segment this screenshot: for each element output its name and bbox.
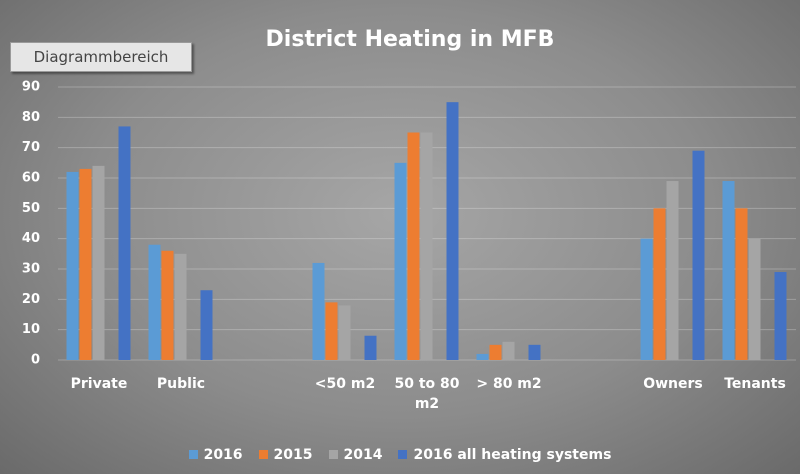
bar <box>722 181 735 360</box>
legend-item: 2014 <box>328 447 383 463</box>
y-tick-label: 10 <box>22 322 40 337</box>
bar <box>174 253 187 360</box>
x-tick-label: Public <box>156 376 206 392</box>
y-tick-label: 0 <box>31 353 40 368</box>
bar <box>489 344 502 360</box>
y-tick-label: 70 <box>22 140 40 155</box>
bar <box>692 150 705 360</box>
x-tick-label: <50 m2 <box>314 376 376 392</box>
bar <box>476 353 489 360</box>
y-tick-label: 60 <box>22 171 40 186</box>
bar <box>735 208 748 360</box>
x-tick-label: Private <box>70 376 128 392</box>
legend-label: 2014 <box>343 447 383 463</box>
legend-item: 2016 all heating systems <box>398 447 611 463</box>
bar <box>774 272 787 360</box>
bar <box>338 305 351 360</box>
bar <box>653 208 666 360</box>
bar <box>394 162 407 360</box>
legend-label: 2016 all heating systems <box>413 447 612 463</box>
y-tick-label: 30 <box>22 262 40 277</box>
legend-swatch <box>398 450 408 459</box>
bar <box>92 165 105 360</box>
y-tick-label: 20 <box>22 292 40 307</box>
y-tick-label: 90 <box>22 80 40 95</box>
legend-label: 2016 <box>203 447 243 463</box>
x-tick-label: Owners <box>643 376 703 392</box>
bar <box>446 102 459 361</box>
bar <box>407 132 420 360</box>
y-tick-label: 50 <box>22 201 40 216</box>
bar <box>325 302 338 360</box>
legend-item: 2016 <box>188 447 243 463</box>
legend-swatch <box>258 450 268 459</box>
bar <box>666 181 679 360</box>
bar <box>640 238 653 360</box>
bar <box>748 238 761 360</box>
x-tick-label: 50 to 80 m2 <box>394 376 460 412</box>
bar <box>79 168 92 360</box>
y-tick-label: 40 <box>22 231 40 246</box>
chart-title: District Heating in MFB <box>266 27 555 52</box>
bar <box>420 132 433 360</box>
bar <box>148 244 161 360</box>
tooltip: Diagrammbereich <box>10 42 192 72</box>
bar <box>161 250 174 360</box>
legend: 2016 2015 2014 2016 all heating systems <box>0 447 800 463</box>
bar <box>502 341 515 360</box>
x-tick-label: Tenants <box>724 376 786 392</box>
bar <box>528 344 541 360</box>
bar <box>200 290 213 360</box>
bar <box>312 262 325 360</box>
bar <box>118 126 131 360</box>
legend-swatch <box>328 450 338 459</box>
y-tick-label: 80 <box>22 110 40 125</box>
legend-item: 2015 <box>258 447 313 463</box>
bar <box>66 171 79 360</box>
x-tick-label: > 80 m2 <box>476 376 542 392</box>
legend-label: 2015 <box>273 447 313 463</box>
legend-swatch <box>188 450 198 459</box>
bar <box>364 335 377 360</box>
